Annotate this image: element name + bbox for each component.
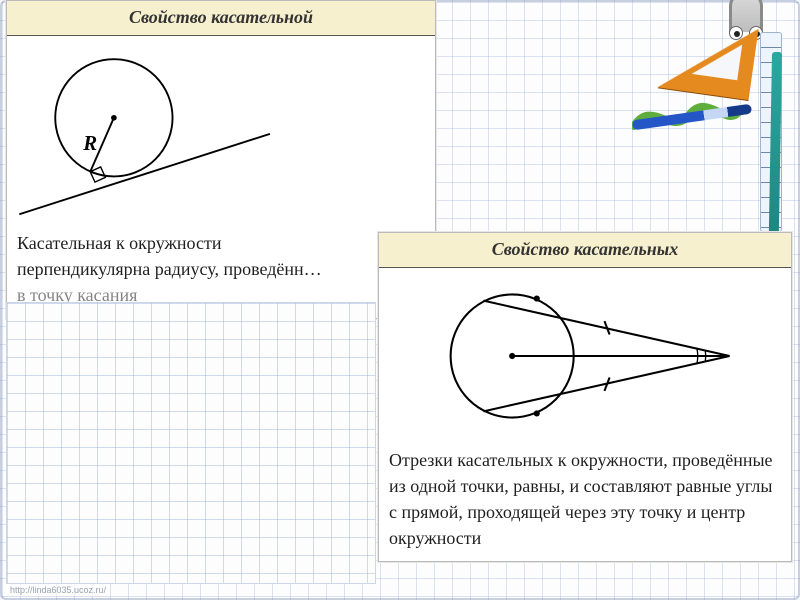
card1-line-1: Касательная к окружности — [17, 230, 425, 256]
card2-text: Отрезки касательных к окружности, провед… — [379, 445, 791, 561]
set-square-icon — [657, 16, 758, 100]
card2-diagram — [379, 268, 791, 445]
stationery-cluster — [632, 22, 782, 172]
card-tangents-property: Свойство касательных Отрезки касательных… — [378, 232, 792, 562]
radius-label: R — [82, 131, 97, 155]
notebook-sheet-overlay — [6, 302, 376, 584]
card1-line-2: перпендикулярна радиусу, проведённ… — [17, 256, 425, 282]
source-watermark: http://linda6035.ucoz.ru/ — [6, 584, 110, 596]
card1-title: Свойство касательной — [7, 1, 435, 36]
card2-title: Свойство касательных — [379, 233, 791, 268]
card1-diagram: R — [7, 36, 435, 228]
card-tangent-property: Свойство касательной R Касательная к окр… — [6, 0, 436, 319]
